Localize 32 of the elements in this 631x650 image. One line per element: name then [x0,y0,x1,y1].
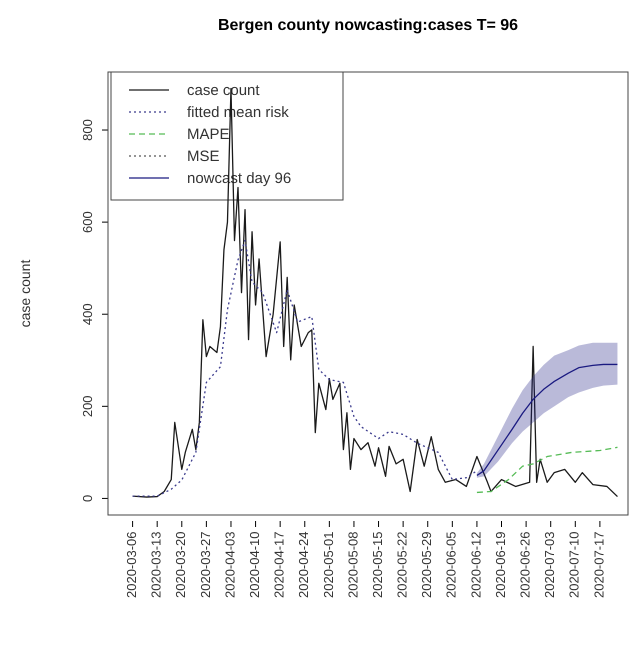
line-series [476,446,618,494]
x-tick-label: 2020-05-29 [419,532,434,598]
x-tick-label: 2020-06-12 [468,532,484,598]
x-tick-label: 2020-04-24 [296,532,312,598]
x-tick-label: 2020-06-19 [492,532,508,598]
x-tick-label: 2020-04-03 [222,532,238,598]
legend-label: MAPE [187,126,230,143]
x-tick-label: 2020-06-26 [518,532,533,598]
y-tick-label: 400 [80,303,95,326]
x-tick-label: 2020-05-08 [345,532,360,598]
x-tick-label: 2020-04-17 [272,532,287,598]
chart-title: Bergen county nowcasting:cases T= 96 [218,17,518,34]
y-tick-label: 0 [80,494,95,502]
x-tick-label: 2020-07-03 [542,532,558,598]
y-tick-label: 600 [80,211,95,233]
x-tick-label: 2020-03-13 [148,532,164,598]
x-tick-label: 2020-05-01 [320,532,336,598]
x-tick-label: 2020-03-20 [173,532,188,598]
y-axis-title: case count [17,260,33,328]
y-tick-label: 200 [80,395,95,418]
x-tick-label: 2020-03-06 [124,532,139,598]
x-tick-label: 2020-06-05 [444,532,459,598]
line-series [476,364,618,476]
x-tick-label: 2020-05-15 [370,532,385,598]
y-tick-label: 800 [80,119,95,141]
x-tick-label: 2020-07-17 [591,532,606,598]
x-tick-label: 2020-04-10 [246,532,262,598]
line-series [132,240,478,497]
x-tick-label: 2020-05-22 [394,532,410,598]
x-tick-label: 2020-03-27 [198,532,213,598]
legend-label: MSE [187,148,220,165]
x-tick-label: 2020-07-10 [566,532,582,598]
